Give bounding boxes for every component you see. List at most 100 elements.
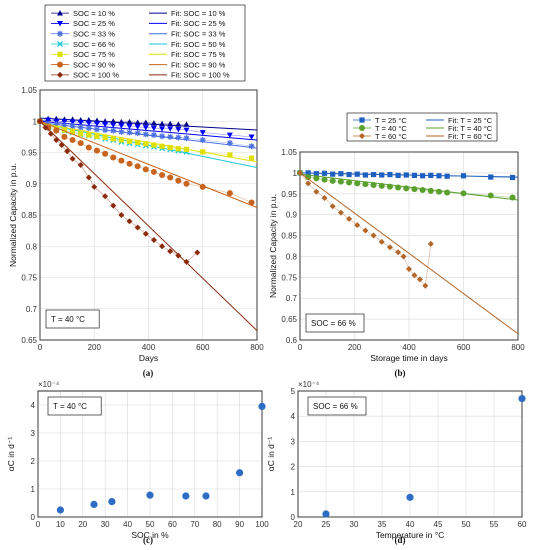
data-point <box>346 179 353 186</box>
data-point <box>85 120 92 127</box>
data-point <box>45 117 52 123</box>
legend-swatch-marker <box>57 71 63 78</box>
data-point <box>77 124 84 131</box>
legend-entry: T = 40 °C <box>375 124 407 133</box>
data-point <box>110 154 117 161</box>
x-tick-label: 400 <box>142 343 156 352</box>
data-point <box>61 122 68 129</box>
plot-frame <box>297 390 523 518</box>
series-line <box>39 121 198 263</box>
data-point <box>175 177 182 184</box>
data-point <box>313 171 319 177</box>
x-tick-label: 10 <box>56 520 65 529</box>
y-tick-label: 1 <box>293 169 298 178</box>
data-point <box>444 173 450 179</box>
series-line <box>39 119 252 138</box>
x-tick-label: 30 <box>350 520 359 529</box>
data-point <box>102 193 109 200</box>
x-tick-label: 200 <box>348 343 362 352</box>
data-point <box>305 180 312 187</box>
data-point <box>370 232 377 239</box>
data-point <box>436 173 442 179</box>
panel-caption: (d) <box>395 535 406 545</box>
data-point <box>142 131 149 138</box>
series-line <box>299 172 513 198</box>
data-point <box>199 137 206 143</box>
data-point <box>134 130 141 137</box>
data-point <box>150 120 157 126</box>
data-point <box>78 131 84 137</box>
x-axis-label: Days <box>139 353 158 363</box>
legend-swatch-marker <box>57 61 63 68</box>
data-point <box>403 172 409 178</box>
data-point <box>110 202 117 209</box>
data-point <box>226 132 233 138</box>
data-point <box>150 125 157 132</box>
data-point <box>142 166 149 173</box>
data-point <box>61 118 68 125</box>
data-point <box>183 121 190 127</box>
data-point <box>200 149 206 155</box>
data-point <box>330 171 336 177</box>
data-point <box>386 244 393 251</box>
data-point <box>199 130 206 136</box>
x-tick-label: 25 <box>322 520 331 529</box>
data-point <box>85 144 92 151</box>
legend-entry: SOC = 75 % <box>73 50 115 59</box>
axis-exponent: ×10⁻⁴ <box>38 380 60 389</box>
y-tick-label: 0.7 <box>286 294 298 303</box>
y-tick-label: 0.75 <box>281 273 297 282</box>
legend-fit-entry: Fit: T = 25 °C <box>448 116 493 125</box>
data-point <box>370 182 377 189</box>
x-tick-label: 35 <box>378 520 387 529</box>
x-tick-label: 600 <box>196 343 210 352</box>
plot-frame <box>299 151 519 341</box>
panel-c: 0 10 20 30 40 50 60 70 80 90 100 0 1 2 3 4 SOC in % αC in… <box>6 380 269 545</box>
legend-entry: T = 60 °C <box>375 132 407 141</box>
data-point <box>248 143 255 150</box>
x-tick-label: 100 <box>255 520 269 529</box>
y-tick-label: 0.85 <box>281 232 297 241</box>
data-point <box>102 121 109 128</box>
data-point <box>85 174 92 181</box>
y-tick-label: 1 <box>291 488 296 497</box>
data-point <box>406 493 414 501</box>
data-point <box>110 127 117 134</box>
y-tick-label: 0.9 <box>286 211 298 220</box>
data-point <box>183 258 190 265</box>
data-point <box>403 185 410 192</box>
x-tick-label: 800 <box>250 343 264 352</box>
data-point <box>135 139 141 146</box>
legend-swatch-marker <box>359 125 365 131</box>
series-6 <box>37 118 258 331</box>
y-tick-label: 0.85 <box>21 211 37 220</box>
legend-fit-entry: Fit: T = 40 °C <box>448 124 493 133</box>
fit-line <box>39 120 258 331</box>
data-point <box>194 249 201 256</box>
x-tick-label: 40 <box>123 520 132 529</box>
data-point <box>362 181 369 188</box>
y-tick-label: 0 <box>31 513 36 522</box>
data-point <box>37 118 43 125</box>
data-point <box>53 127 60 134</box>
fit-line <box>39 120 258 208</box>
data-point <box>400 253 407 260</box>
data-point <box>338 171 344 177</box>
data-point <box>90 500 98 508</box>
data-point <box>126 129 133 136</box>
x-tick-label: 400 <box>402 343 416 352</box>
x-tick-label: 45 <box>434 520 443 529</box>
plot-frame <box>39 89 258 341</box>
data-point <box>346 171 352 178</box>
data-point <box>427 187 434 194</box>
y-tick-label: 1.05 <box>281 148 297 157</box>
data-point <box>305 170 311 176</box>
legend-entry: T = 25 °C <box>375 116 407 125</box>
data-point <box>406 265 412 272</box>
x-tick-label: 30 <box>101 520 110 529</box>
data-point <box>444 189 451 196</box>
data-point <box>143 141 149 147</box>
data-point <box>175 126 182 133</box>
data-point <box>91 183 98 190</box>
fit-line <box>299 172 519 335</box>
